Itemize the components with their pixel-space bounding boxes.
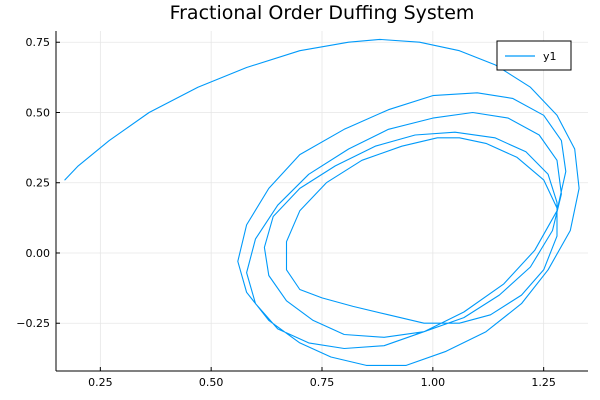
legend: y1 <box>496 40 572 71</box>
y-tick-label: 0.75 <box>26 36 51 49</box>
y-tick-label: 0.25 <box>26 177 51 190</box>
x-tick-label: 0.75 <box>310 376 335 389</box>
x-tick-label: 1.25 <box>531 376 556 389</box>
legend-label-y1: y1 <box>543 50 557 63</box>
x-tick-label: 0.50 <box>199 376 224 389</box>
series-line-y1 <box>64 38 580 366</box>
series-lines <box>64 38 580 366</box>
y-tick-label: 0.50 <box>26 106 51 119</box>
chart-title: Fractional Order Duffing System <box>170 2 475 24</box>
y-tick-label: 0.00 <box>26 247 51 260</box>
x-tick-label: 0.25 <box>88 376 113 389</box>
axes <box>55 31 588 372</box>
tick-labels: 0.25 0.50 0.75 1.00 1.25 −0.25 0.00 0.25 0.50 0.7… <box>16 36 556 389</box>
x-tick-label: 1.00 <box>421 376 446 389</box>
y-tick-label: −0.25 <box>16 317 50 330</box>
